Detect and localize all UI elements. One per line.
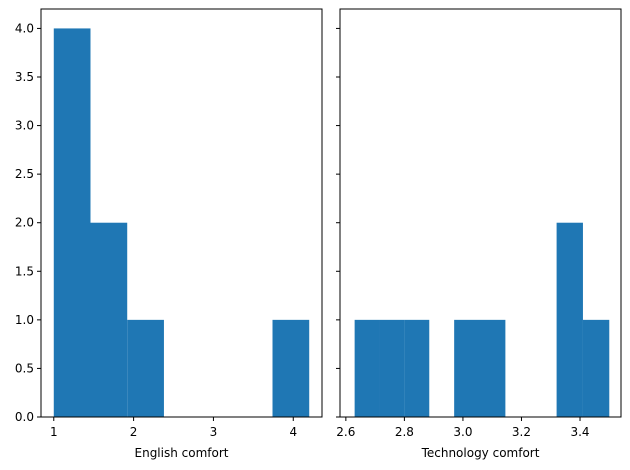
technology-plot-frame [339, 8, 622, 418]
technology-x-axis-label: Technology comfort [421, 446, 540, 460]
english-y-tick-label-2: 1.0 [15, 313, 34, 327]
english-comfort-histogram: 0.0 0.5 1.0 1.5 2.0 2.5 3.0 3.5 4.0 1 2 3 4 English… [15, 8, 323, 460]
english-x-tick-label-3: 4 [289, 425, 297, 439]
english-x-axis: 1 2 3 4 [50, 417, 297, 439]
english-plot-frame [40, 8, 323, 418]
english-x-tick-label-0: 1 [50, 425, 58, 439]
technology-bar-5 [480, 319, 506, 417]
technology-y-axis [336, 27, 340, 418]
technology-bar-2 [404, 319, 430, 417]
technology-x-tick-label-1: 2.8 [395, 425, 414, 439]
technology-x-axis: 2.6 2.8 3.0 3.2 3.4 [336, 417, 590, 439]
technology-bars [354, 222, 610, 417]
technology-x-tick-label-0: 2.6 [336, 425, 355, 439]
english-bar-0 [53, 28, 91, 418]
english-x-tick-label-2: 3 [210, 425, 218, 439]
english-y-tick-label-1: 0.5 [15, 361, 34, 375]
english-y-tick-label-4: 2.0 [15, 216, 34, 230]
english-x-axis-label: English comfort [135, 446, 229, 460]
english-y-tick-label-0: 0.0 [15, 410, 34, 424]
technology-comfort-histogram: 2.6 2.8 3.0 3.2 3.4 Technology comfort [336, 8, 622, 460]
technology-bar-1 [379, 319, 405, 417]
english-bar-6 [272, 319, 310, 417]
english-x-tick-label-1: 2 [130, 425, 138, 439]
english-bars [53, 28, 310, 418]
english-y-tick-label-7: 3.5 [15, 70, 34, 84]
technology-x-tick-label-3: 3.2 [512, 425, 531, 439]
technology-x-tick-label-2: 3.0 [453, 425, 472, 439]
english-bar-2 [127, 319, 164, 417]
english-y-axis: 0.0 0.5 1.0 1.5 2.0 2.5 3.0 3.5 4.0 [15, 21, 41, 424]
english-y-tick-label-5: 2.5 [15, 167, 34, 181]
technology-bar-0 [354, 319, 380, 417]
english-y-tick-label-3: 1.5 [15, 264, 34, 278]
technology-bar-9 [582, 319, 610, 417]
english-y-tick-label-6: 3.0 [15, 119, 34, 133]
technology-bar-8 [556, 222, 583, 417]
english-bar-1 [90, 222, 128, 417]
english-y-tick-label-8: 4.0 [15, 21, 34, 35]
technology-x-tick-label-4: 3.4 [570, 425, 589, 439]
technology-bar-4 [454, 319, 481, 417]
